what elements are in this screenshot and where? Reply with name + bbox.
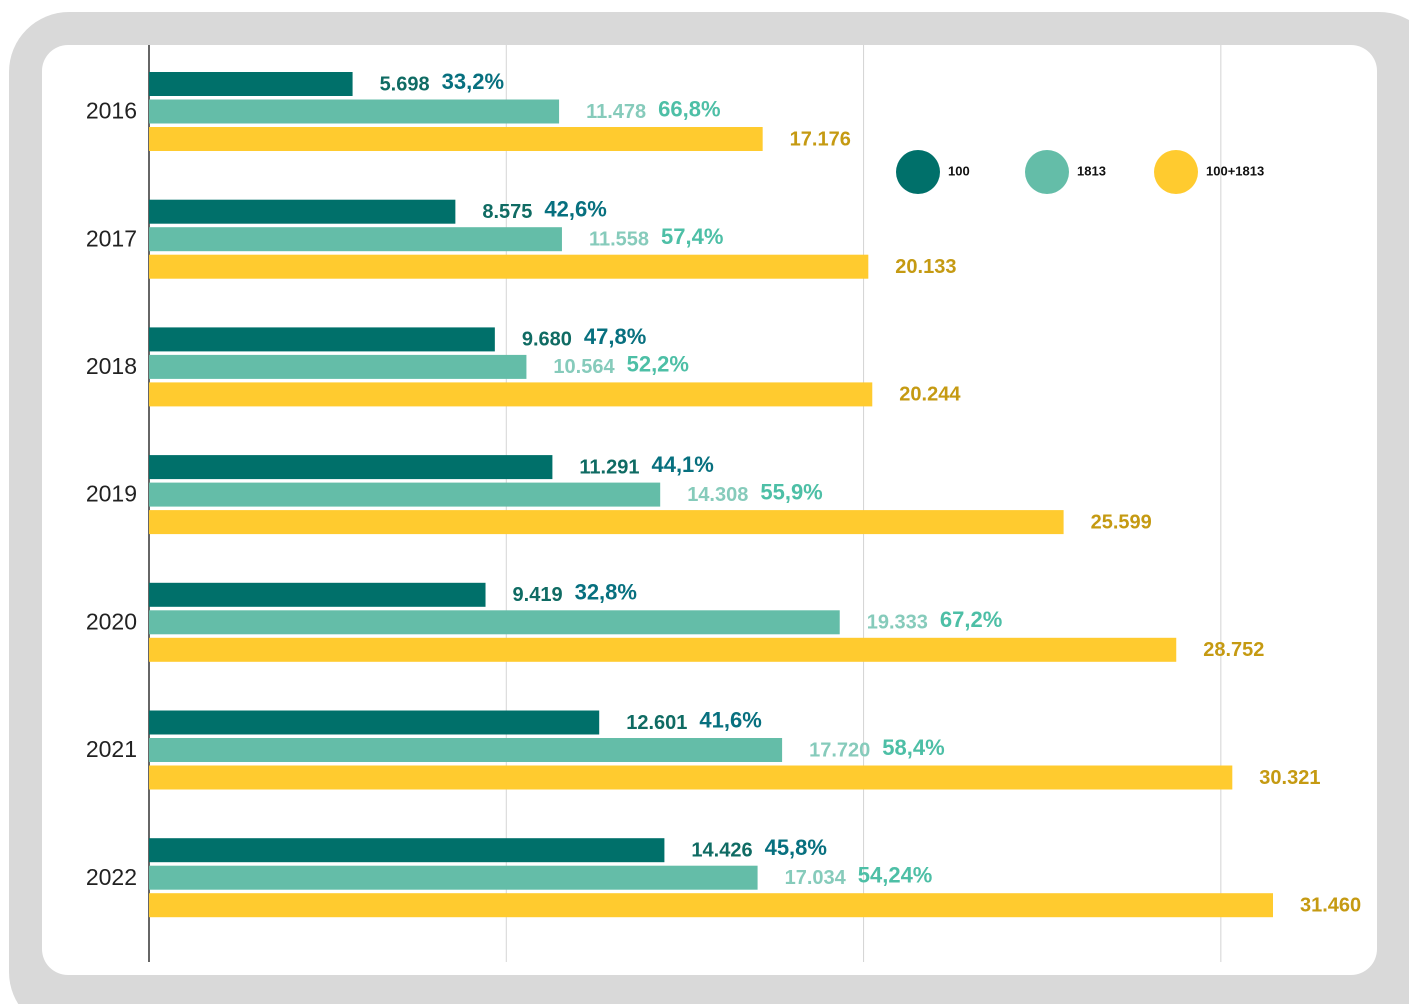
bar [149,838,665,863]
bar [149,482,661,507]
y-tick-label: 2018 [86,353,137,379]
share-label: 42,6% [544,197,606,222]
legend-label: 100+1813 [1206,163,1264,178]
y-tick-label: 2017 [86,225,137,251]
value-label: 17.720 [809,739,870,761]
value-label: 30.321 [1259,767,1320,789]
value-label: 9.419 [513,584,563,606]
value-label: 20.244 [899,384,961,406]
share-label: 32,8% [575,580,637,605]
value-label: 11.291 [579,456,639,478]
value-label: 11.558 [589,228,649,250]
value-label: 10.564 [553,356,615,378]
share-label: 55,9% [760,479,822,504]
bar [149,738,783,762]
legend-swatch [1154,150,1198,194]
bar [149,510,1064,535]
share-label: 45,8% [765,835,827,860]
value-label: 8.575 [482,201,532,223]
y-tick-label: 2022 [86,864,137,890]
chart: 2016 5.698 33,2% 11.478 66,8% 17.176 2017 8.575… [86,45,1361,962]
bar [149,765,1233,790]
value-label: 19.333 [867,612,928,634]
y-tick-label: 2021 [86,736,137,762]
value-label: 28.752 [1203,639,1264,661]
value-label: 12.601 [626,712,687,734]
bar [149,382,873,407]
share-label: 67,2% [940,607,1002,632]
y-tick-label: 2019 [86,481,137,507]
bar [149,637,1177,662]
bar [149,610,840,635]
bar [149,199,456,224]
bar [149,227,562,252]
share-label: 66,8% [658,96,720,121]
y-tick-label: 2020 [86,608,137,634]
legend-swatch [1025,150,1069,194]
bar [149,354,527,379]
bar [149,455,553,480]
bar [149,582,486,607]
bar [149,254,869,279]
legend-label: 1813 [1077,163,1106,178]
value-label: 25.599 [1091,511,1152,533]
legend-label: 100 [948,163,970,178]
value-label: 11.478 [586,101,646,123]
share-label: 47,8% [584,324,646,349]
bar [149,327,495,352]
y-tick-label: 2016 [86,98,137,124]
bar [149,893,1273,918]
bar [149,865,758,890]
bar [149,710,600,735]
bar [149,127,763,151]
value-label: 20.133 [895,256,956,278]
value-label: 17.034 [785,867,847,889]
bar [149,99,560,124]
share-label: 54,24% [858,863,933,888]
legend-swatch [896,150,940,194]
value-label: 31.460 [1300,894,1361,916]
value-label: 17.176 [790,128,851,150]
share-label: 33,2% [442,69,504,94]
share-label: 52,2% [627,352,689,377]
value-label: 14.426 [691,839,752,861]
share-label: 44,1% [651,452,713,477]
share-label: 58,4% [882,735,944,760]
value-label: 9.680 [522,329,572,351]
value-label: 5.698 [380,73,430,95]
share-label: 57,4% [661,224,723,249]
share-label: 41,6% [699,707,761,732]
value-label: 14.308 [687,484,748,506]
bar [149,72,353,96]
